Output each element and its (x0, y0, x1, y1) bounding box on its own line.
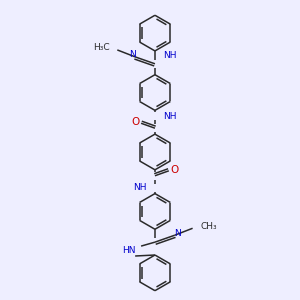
Text: N: N (129, 50, 136, 59)
Text: H₃C: H₃C (93, 44, 110, 52)
Text: N: N (174, 229, 181, 238)
Text: NH: NH (163, 51, 176, 60)
Text: HN: HN (122, 246, 135, 255)
Text: O: O (171, 165, 179, 175)
Text: CH₃: CH₃ (200, 222, 217, 231)
Text: O: O (131, 117, 139, 127)
Text: NH: NH (134, 183, 147, 192)
Text: NH: NH (163, 112, 176, 121)
